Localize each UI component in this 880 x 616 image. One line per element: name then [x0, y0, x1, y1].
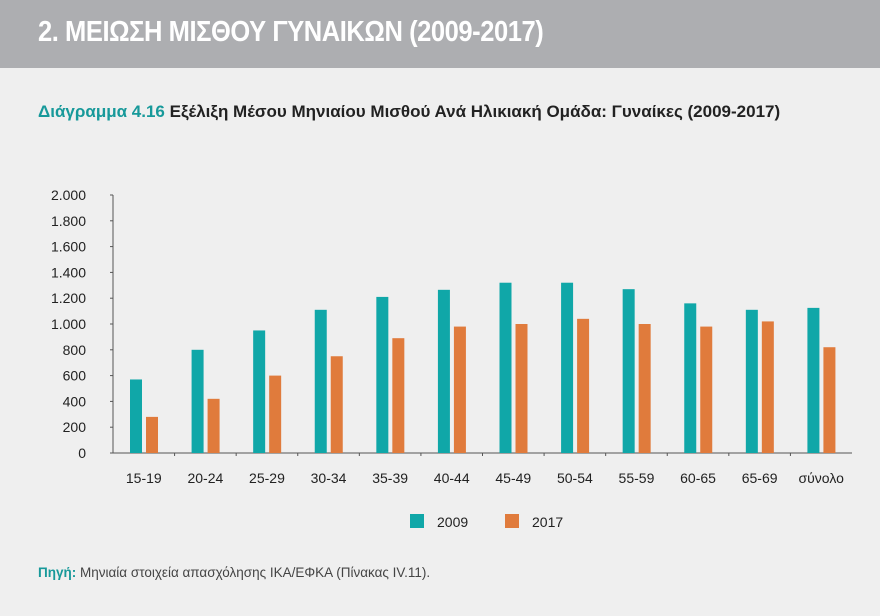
x-tick-label: 45-49: [495, 470, 531, 486]
bar-2009-45-49: [499, 282, 512, 453]
bar-2017-35-39: [392, 338, 405, 453]
x-tick-label: 35-39: [372, 470, 408, 486]
section-banner: 2. ΜΕΙΩΣΗ ΜΙΣΘΟΥ ΓΥΝΑΙΚΩΝ (2009-2017): [0, 0, 880, 68]
bar-2009-15-19: [130, 379, 142, 453]
bar-2017-25-29: [269, 375, 282, 453]
bar-2009-50-54: [561, 282, 574, 453]
x-tick-label: 65-69: [742, 470, 778, 486]
source-text: Μηνιαία στοιχεία απασχόλησης ΙΚΑ/ΕΦΚΑ (Π…: [76, 565, 431, 580]
bar-2017-55-59: [638, 324, 651, 453]
y-tick-label: 2.000: [51, 187, 86, 203]
bar-2017-40-44: [453, 326, 466, 453]
bar-2009-65-69: [745, 309, 758, 453]
bar-2009-55-59: [622, 289, 635, 453]
bar-2017-60-65: [700, 326, 713, 453]
x-tick-label: 20-24: [187, 470, 223, 486]
bar-2017-σύνολο: [823, 347, 836, 453]
y-tick-label: 1.400: [51, 264, 86, 280]
bar-2017-20-24: [207, 398, 220, 453]
bar-2009-40-44: [437, 289, 450, 453]
section-title: 2. ΜΕΙΩΣΗ ΜΙΣΘΟΥ ΓΥΝΑΙΚΩΝ (2009-2017): [38, 16, 544, 48]
x-tick-label: 30-34: [311, 470, 347, 486]
x-tick-label: 55-59: [619, 470, 655, 486]
x-tick-label: σύνολο: [799, 470, 845, 486]
source-note: Πηγή: Μηνιαία στοιχεία απασχόλησης ΙΚΑ/Ε…: [38, 565, 430, 580]
y-tick-label: 1.600: [51, 239, 86, 255]
x-tick-label: 15-19: [126, 470, 162, 486]
bar-2009-30-34: [314, 309, 327, 453]
y-tick-label: 0: [78, 445, 86, 461]
source-label: Πηγή:: [38, 565, 77, 580]
legend-swatch-2009: [410, 514, 424, 528]
y-tick-label: 400: [63, 393, 87, 409]
legend-swatch-2017: [505, 514, 519, 528]
y-tick-label: 1.000: [51, 316, 86, 332]
x-tick-label: 50-54: [557, 470, 593, 486]
bar-2017-50-54: [577, 318, 590, 453]
bar-2009-σύνολο: [807, 307, 820, 453]
x-tick-label: 25-29: [249, 470, 285, 486]
bar-2009-25-29: [253, 330, 266, 453]
x-tick-label: 60-65: [680, 470, 716, 486]
chart-number: Διάγραμμα 4.16: [38, 102, 165, 121]
y-tick-label: 800: [63, 342, 87, 358]
bar-2017-30-34: [330, 356, 343, 453]
bar-2009-20-24: [191, 349, 204, 453]
bar-2017-65-69: [761, 321, 774, 453]
legend-label-2009: 2009: [437, 514, 468, 530]
bar-2009-60-65: [684, 303, 697, 453]
chart-title-text: Εξέλιξη Μέσου Μηνιαίου Μισθού Ανά Ηλικια…: [164, 102, 781, 121]
y-tick-label: 1.200: [51, 290, 86, 306]
bar-2009-35-39: [376, 296, 389, 453]
legend-label-2017: 2017: [532, 514, 563, 530]
bar-2017-45-49: [515, 324, 528, 453]
bar-2017-15-19: [146, 416, 158, 453]
x-tick-label: 40-44: [434, 470, 470, 486]
y-tick-label: 200: [63, 419, 87, 435]
y-tick-label: 1.800: [51, 213, 86, 229]
y-tick-label: 600: [63, 368, 87, 384]
chart-title: Διάγραμμα 4.16 Εξέλιξη Μέσου Μηνιαίου Μι…: [38, 98, 838, 125]
